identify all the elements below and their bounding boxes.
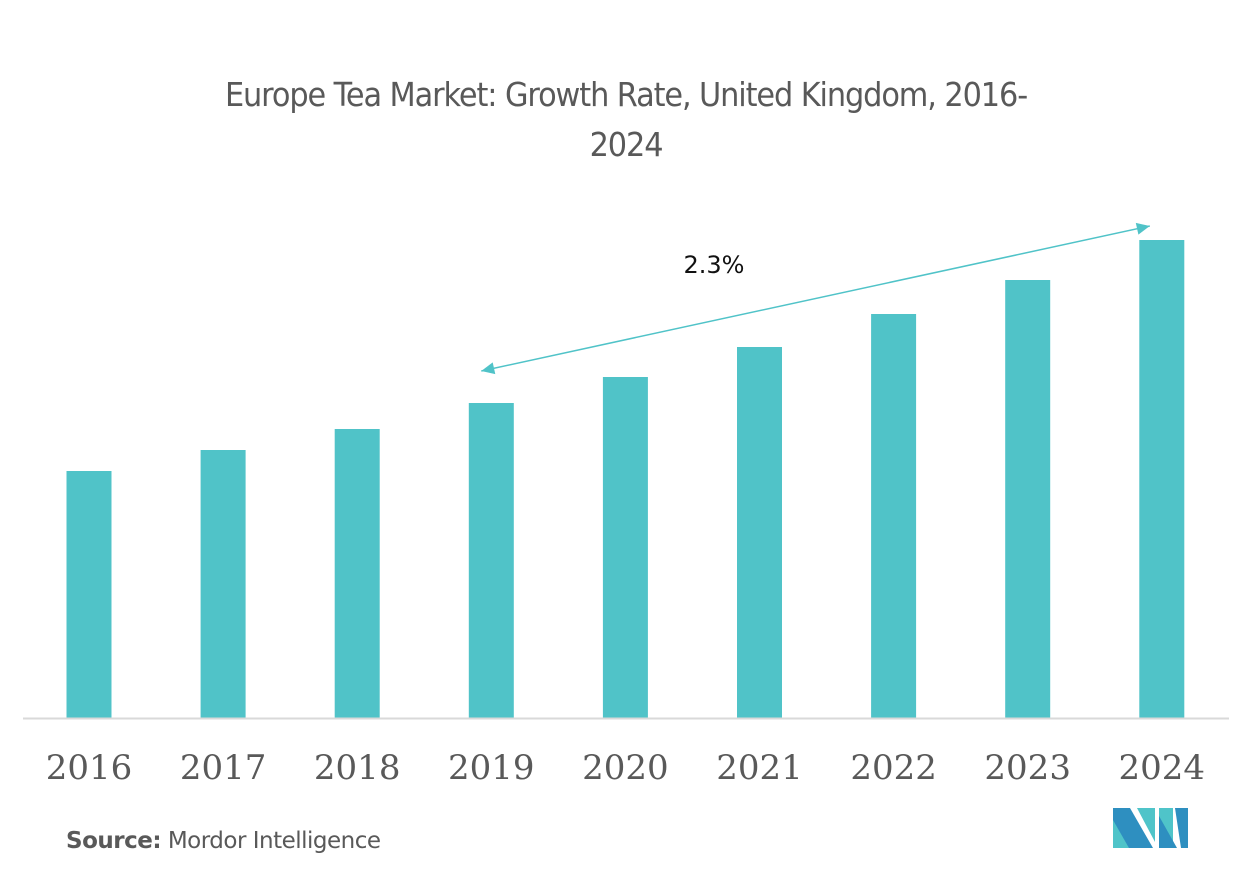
x-tick-label-2020: 2020	[582, 748, 669, 788]
source-text: Mordor Intelligence	[167, 828, 381, 854]
x-tick-label-2021: 2021	[716, 748, 803, 788]
source-note: Source: Mordor Intelligence	[66, 828, 381, 854]
x-tick-label-2017: 2017	[180, 748, 267, 788]
bar-2019	[468, 403, 514, 718]
x-axis-ticks: 2016 2017 2018 2019 2020 2021 2022 2023 2024	[46, 748, 1205, 788]
logo-shape-2	[1113, 820, 1129, 848]
x-tick-label-2016: 2016	[46, 748, 133, 788]
x-tick-label-2018: 2018	[314, 748, 401, 788]
cagr-arrow-line	[481, 225, 1150, 372]
chart-title-line-1: Europe Tea Market: Growth Rate, United K…	[224, 75, 1028, 114]
chart-title-line-2: 2024	[589, 125, 664, 164]
mordor-intelligence-logo-icon	[1113, 808, 1188, 848]
cagr-label: 2.3%	[684, 251, 745, 279]
bars-group	[66, 240, 1185, 718]
logo-shape-3	[1137, 808, 1155, 842]
cagr-annotation: 2.3%	[481, 222, 1150, 375]
x-tick-label-2019: 2019	[448, 748, 535, 788]
x-tick-label-2023: 2023	[984, 748, 1071, 788]
bar-2018	[334, 429, 380, 718]
logo-shape-5	[1159, 816, 1177, 848]
bar-2017	[200, 450, 246, 718]
x-tick-label-2024: 2024	[1119, 748, 1206, 788]
logo-shape-6	[1175, 808, 1188, 848]
bar-2016	[66, 471, 112, 718]
bar-2022	[871, 314, 917, 718]
cagr-arrowhead-start	[481, 362, 496, 375]
chart-title: Europe Tea Market: Growth Rate, United K…	[50, 70, 1202, 170]
cagr-arrowhead-end	[1135, 222, 1150, 235]
bar-2020	[602, 377, 648, 718]
bar-2021	[737, 347, 782, 718]
bar-2024	[1139, 240, 1185, 718]
x-tick-label-2022: 2022	[850, 748, 937, 788]
bar-2023	[1005, 280, 1051, 718]
source-label: Source:	[66, 828, 162, 854]
